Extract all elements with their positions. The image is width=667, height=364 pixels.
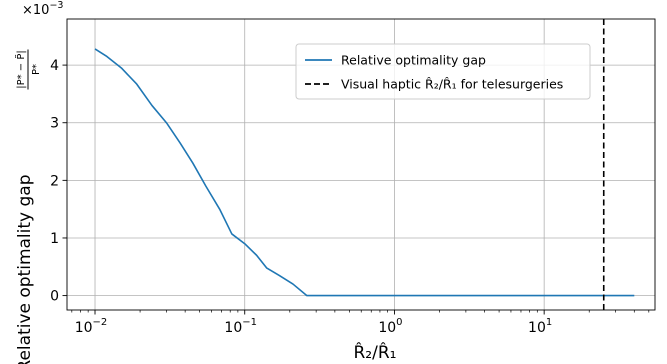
x-tick-exponent: 1 (546, 317, 552, 328)
y-axis-multiplier: ×10−3 (22, 0, 63, 18)
x-axis-label: R̂₂/R̂₁ (354, 342, 397, 363)
x-tick-base: 10 (75, 320, 93, 336)
x-tick-label: 10−1 (224, 317, 257, 336)
plot-frame (66, 18, 656, 311)
x-tick-label: 101 (528, 317, 552, 336)
y-tick-label: 1 (50, 231, 59, 247)
x-tick-exponent: −2 (93, 317, 108, 328)
x-tick-label: 10−2 (75, 317, 108, 336)
y-tick-label: 3 (50, 116, 59, 132)
y-tick-label: 4 (50, 58, 59, 74)
y-axis-label-numerator: |P* − P̃| (14, 50, 27, 89)
x-tick-exponent: −1 (242, 317, 257, 328)
y-axis-label-denominator: P* (31, 64, 42, 75)
y-tick-label: 0 (50, 289, 59, 305)
x-tick-exponent: 0 (396, 317, 402, 328)
x-tick-base: 10 (224, 320, 242, 336)
series-line-relative-optimality-gap (94, 48, 635, 297)
x-tick-base: 10 (378, 320, 396, 336)
legend-label: Visual haptic R̂₂/R̂₁ for telesurgeries (341, 77, 563, 92)
y-multiplier-base: ×10 (22, 3, 49, 18)
y-tick-label: 2 (50, 173, 59, 189)
legend-box (295, 43, 591, 100)
legend-label: Relative optimality gap (341, 53, 486, 68)
y-axis-label: Relative optimality gap (15, 175, 35, 364)
y-multiplier-exponent: −3 (49, 0, 63, 11)
x-tick-label: 100 (378, 317, 402, 336)
x-tick-base: 10 (528, 320, 546, 336)
y-axis-label-group: Relative optimality gap |P* − P̃| P* (14, 49, 42, 364)
